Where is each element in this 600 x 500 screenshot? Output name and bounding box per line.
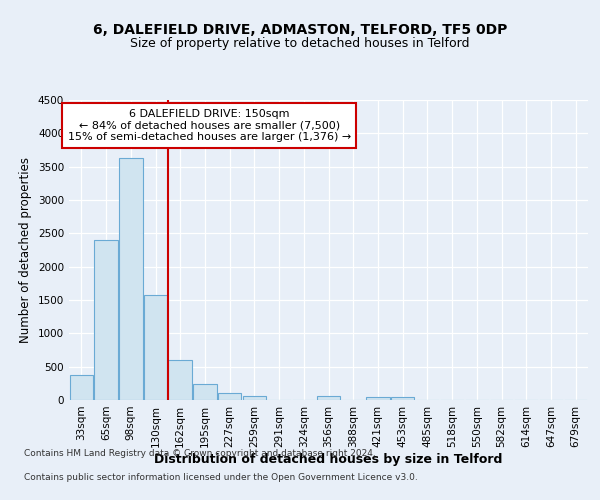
Bar <box>144 295 167 400</box>
Bar <box>218 394 241 400</box>
Bar <box>70 375 93 400</box>
Text: 6, DALEFIELD DRIVE, ADMASTON, TELFORD, TF5 0DP: 6, DALEFIELD DRIVE, ADMASTON, TELFORD, T… <box>93 22 507 36</box>
Bar <box>366 396 389 400</box>
Bar <box>317 396 340 400</box>
Text: 6 DALEFIELD DRIVE: 150sqm
← 84% of detached houses are smaller (7,500)
15% of se: 6 DALEFIELD DRIVE: 150sqm ← 84% of detac… <box>68 109 351 142</box>
Bar <box>169 360 192 400</box>
Bar <box>391 396 415 400</box>
Y-axis label: Number of detached properties: Number of detached properties <box>19 157 32 343</box>
Bar <box>193 384 217 400</box>
Text: Contains HM Land Registry data © Crown copyright and database right 2024.: Contains HM Land Registry data © Crown c… <box>24 448 376 458</box>
Bar <box>119 158 143 400</box>
Text: Size of property relative to detached houses in Telford: Size of property relative to detached ho… <box>130 38 470 51</box>
X-axis label: Distribution of detached houses by size in Telford: Distribution of detached houses by size … <box>154 452 503 466</box>
Bar <box>94 240 118 400</box>
Bar <box>242 396 266 400</box>
Text: Contains public sector information licensed under the Open Government Licence v3: Contains public sector information licen… <box>24 474 418 482</box>
